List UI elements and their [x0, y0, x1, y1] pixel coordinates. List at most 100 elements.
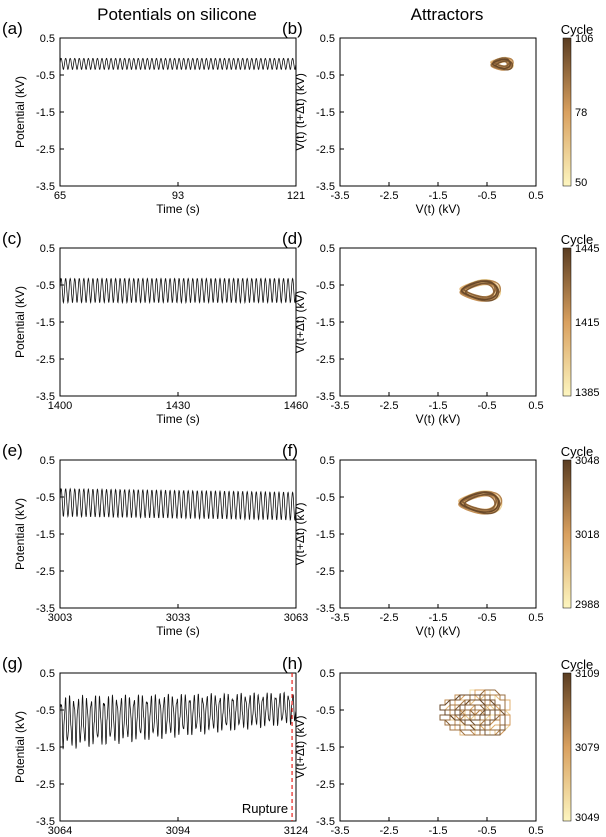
y-tick-label: -3.5 — [316, 603, 335, 615]
x-tick-label: 0.5 — [528, 825, 543, 837]
y-tick-label: -2.5 — [316, 566, 335, 578]
panel-label: (g) — [2, 654, 23, 673]
x-tick-label: 0.5 — [528, 612, 543, 624]
plot-frame — [339, 459, 537, 609]
colorbar-tick-label: 1445 — [575, 243, 599, 255]
potential-trace — [59, 57, 297, 71]
y-tick-label: -0.5 — [316, 492, 335, 504]
x-tick-label: 3003 — [48, 612, 72, 624]
x-tick-label: -1.5 — [429, 825, 448, 837]
y-tick-label: -1.5 — [36, 529, 55, 541]
x-tick-label: -1.5 — [429, 612, 448, 624]
x-tick-label: -3.5 — [331, 825, 350, 837]
panel-g: 0.5-0.5-1.5-2.5-3.5306430943124Time (s)P… — [2, 654, 308, 837]
panel-label: (e) — [2, 441, 23, 460]
attractor-loop — [439, 694, 486, 721]
y-tick-label: 0.5 — [40, 33, 55, 45]
colorbar-title: Cycle — [561, 22, 594, 37]
x-tick-label: 0.5 — [528, 190, 543, 202]
plot-frame — [339, 672, 537, 822]
x-tick-label: 3063 — [284, 612, 308, 624]
y-tick-label: -0.5 — [36, 280, 55, 292]
panel-f: 0.5 -0.5 -1.5 -2.5 -3.5-3.5 -2.5 -1.5 -0.5 0.5 V(… — [282, 441, 599, 638]
y-tick-label: -2.5 — [316, 354, 335, 366]
colorbar-title: Cycle — [561, 232, 594, 247]
plot-frame — [339, 247, 537, 397]
y-tick-label: -0.5 — [316, 280, 335, 292]
left-column-header: Potentials on silicone — [97, 5, 257, 24]
y-tick-label: -2.5 — [36, 779, 55, 791]
y-tick-label: -1.5 — [316, 107, 335, 119]
x-tick-label: 0.5 — [528, 400, 543, 412]
y-tick-label: -1.5 — [316, 529, 335, 541]
y-tick-label: -0.5 — [316, 70, 335, 82]
colorbar-tick-label: 1385 — [575, 387, 599, 399]
y-tick-label: -1.5 — [316, 742, 335, 754]
y-tick-label: -1.5 — [36, 742, 55, 754]
panel-d: 0.5 -0.5 -1.5 -2.5 -3.5-3.5 -2.5 -1.5 -0.5 0.5 V(… — [282, 229, 599, 426]
x-tick-label: -0.5 — [478, 825, 497, 837]
y-tick-label: -3.5 — [36, 391, 55, 403]
colorbar — [562, 672, 572, 822]
x-tick-label: 1400 — [48, 400, 72, 412]
x-tick-label: -1.5 — [429, 400, 448, 412]
y-tick-label: -1.5 — [36, 107, 55, 119]
colorbar-tick-label: 3109 — [575, 668, 599, 680]
y-axis-label: Potential (kV) — [13, 76, 27, 148]
panel-label: (h) — [282, 654, 303, 673]
potential-trace — [59, 487, 297, 522]
x-tick-label: 93 — [172, 190, 184, 202]
y-tick-label: -0.5 — [316, 705, 335, 717]
colorbar-tick-label: 3079 — [575, 742, 599, 754]
x-tick-label: -1.5 — [429, 190, 448, 202]
colorbar-title: Cycle — [561, 444, 594, 459]
x-axis-label: V(t) (kV) — [416, 412, 461, 426]
y-tick-label: -3.5 — [316, 816, 335, 828]
attractor-loop — [464, 282, 500, 302]
y-tick-label: -2.5 — [36, 354, 55, 366]
x-axis-label: V(t) (kV) — [416, 624, 461, 638]
colorbar — [562, 37, 572, 187]
attractor-loop — [454, 699, 496, 726]
panel-label: (c) — [2, 229, 22, 248]
x-tick-label: -0.5 — [478, 400, 497, 412]
colorbar-tick-label: 3048 — [575, 455, 599, 467]
y-tick-label: -0.5 — [36, 70, 55, 82]
y-tick-label: 0.5 — [320, 243, 335, 255]
y-tick-label: 0.5 — [320, 455, 335, 467]
potential-trace — [59, 691, 297, 750]
y-tick-label: -3.5 — [36, 816, 55, 828]
attractor-loop — [491, 58, 512, 69]
colorbar-tick-label: 1415 — [575, 317, 599, 329]
y-tick-label: -2.5 — [316, 779, 335, 791]
colorbar-tick-label: 3018 — [575, 529, 599, 541]
attractor-loop — [460, 280, 498, 301]
x-tick-label: 3124 — [284, 825, 308, 837]
y-tick-label: 0.5 — [320, 668, 335, 680]
plot-frame — [59, 459, 297, 609]
x-tick-label: 3064 — [48, 825, 72, 837]
x-tick-label: 65 — [54, 190, 66, 202]
x-tick-label: -0.5 — [478, 612, 497, 624]
y-axis-label: V(t+Δt) (kV) — [293, 290, 307, 353]
right-column-header: Attractors — [411, 5, 484, 24]
panel-label: (f) — [282, 441, 298, 460]
x-axis-label: V(t) (kV) — [416, 202, 461, 216]
y-tick-label: 0.5 — [320, 33, 335, 45]
y-tick-label: -2.5 — [36, 144, 55, 156]
panel-b: 0.5 -0.5 -1.5 -2.5 -3.5-3.5 -2.5 -1.5 -0.5 0.5 V(… — [282, 19, 593, 216]
y-axis-label: Potential (kV) — [13, 711, 27, 783]
x-axis-label: Time (s) — [156, 412, 200, 426]
plot-frame — [59, 672, 297, 822]
x-tick-label: 3033 — [166, 612, 190, 624]
colorbar-tick-label: 3049 — [575, 812, 599, 824]
panel-label: (d) — [282, 229, 303, 248]
panel-label: (b) — [282, 19, 303, 38]
colorbar-tick-label: 78 — [575, 107, 587, 119]
y-tick-label: -1.5 — [36, 317, 55, 329]
y-tick-label: 0.5 — [40, 243, 55, 255]
rupture-label: Rupture — [242, 801, 288, 816]
colorbar-tick-label: 50 — [575, 177, 587, 189]
x-tick-label: 121 — [287, 190, 305, 202]
